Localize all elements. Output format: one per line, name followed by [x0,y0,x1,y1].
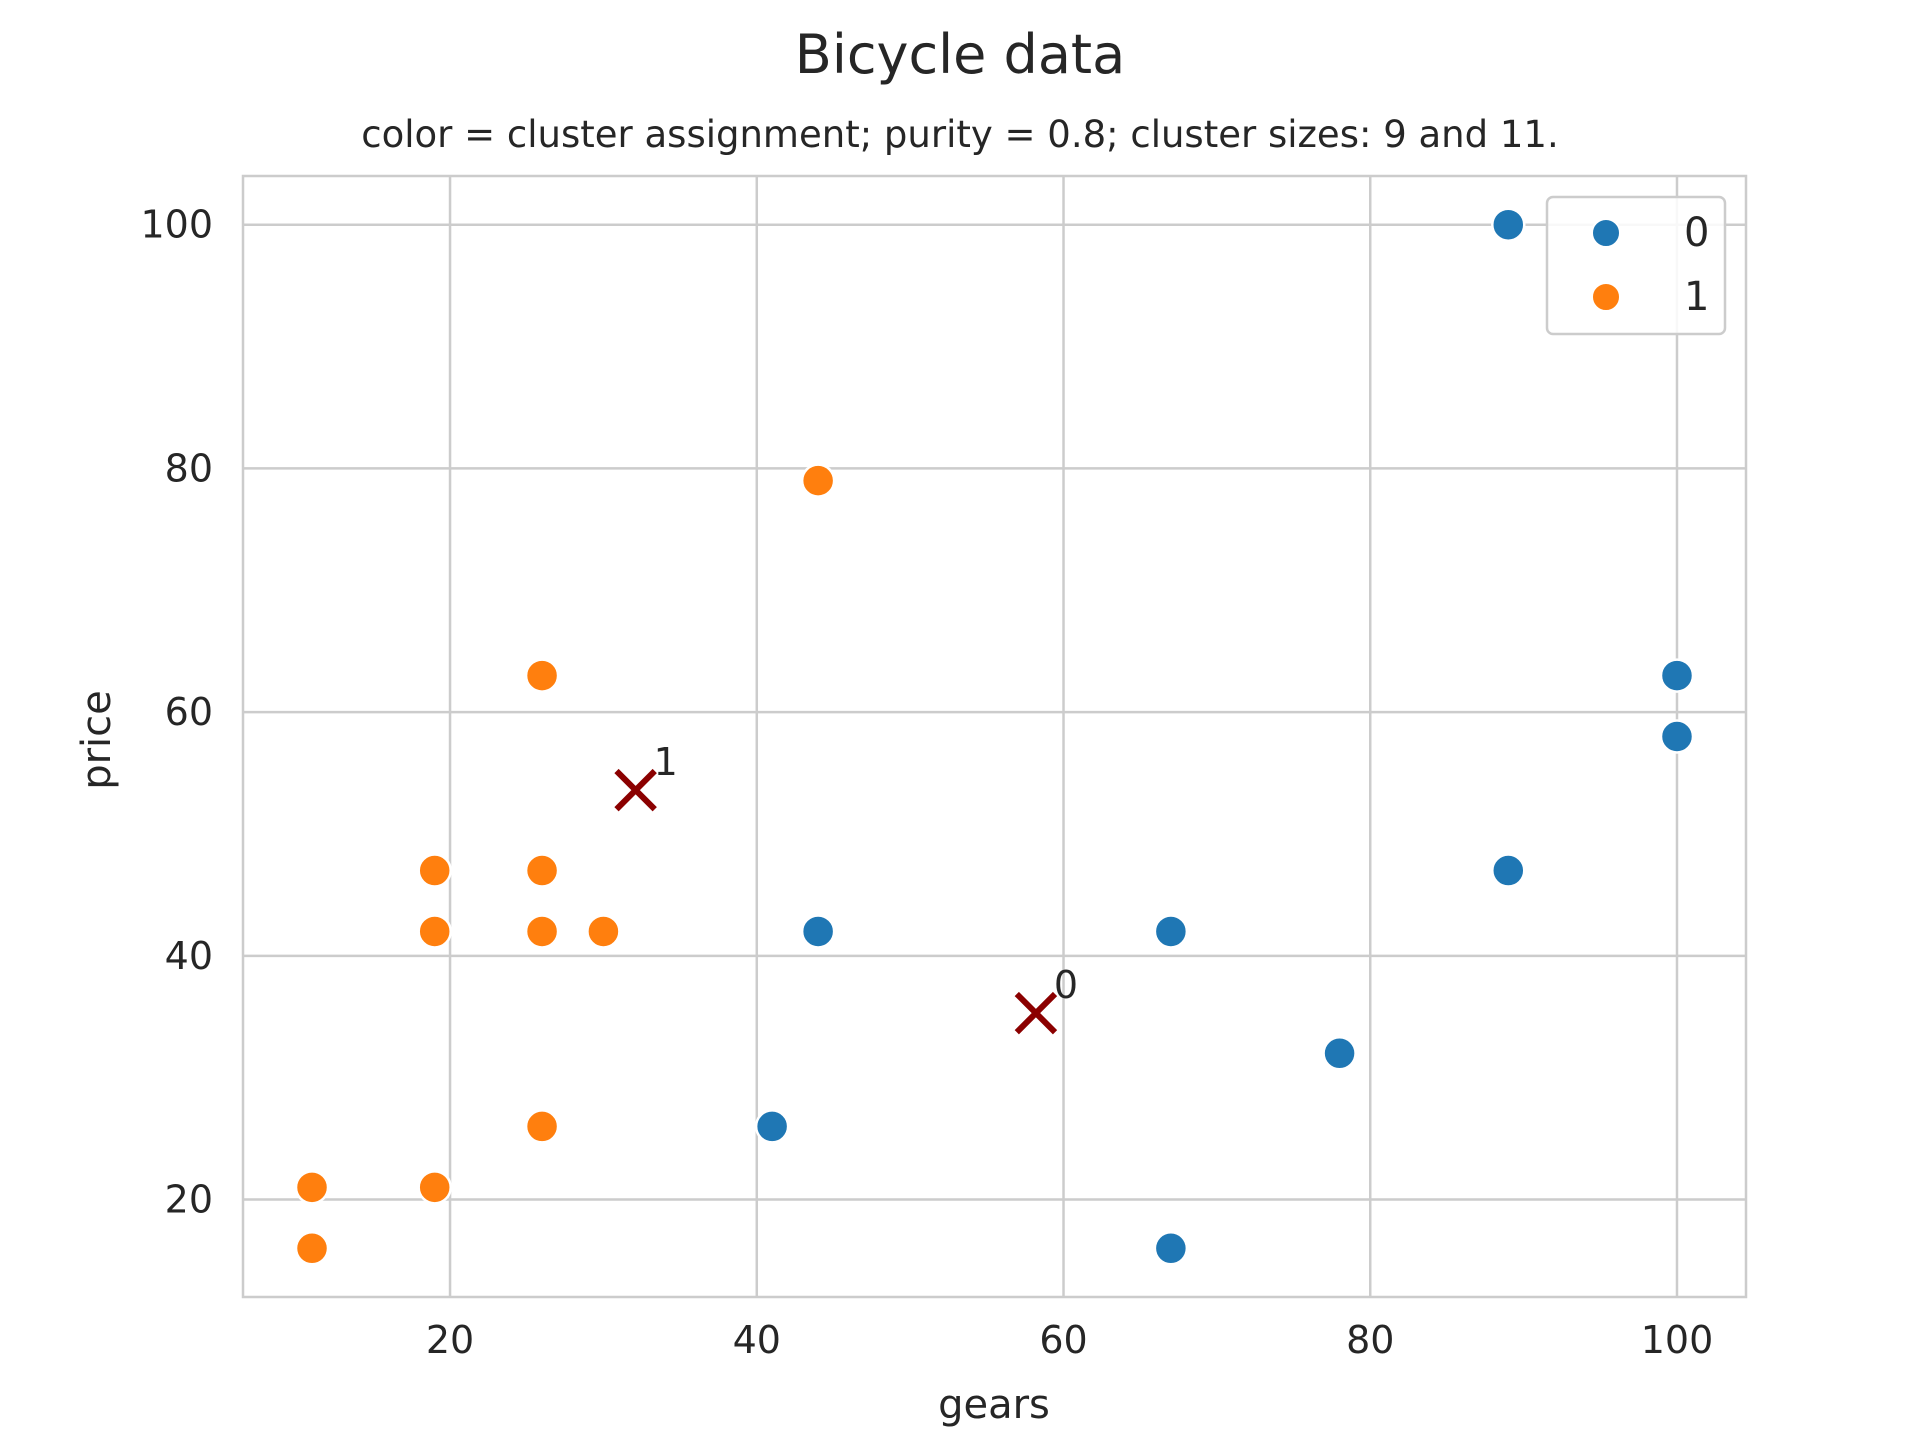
data-point-cluster-1 [294,1231,330,1266]
y-tick-label: 60 [165,690,213,734]
x-axis-label: gears [938,1382,1050,1428]
centroid-label-0: 0 [1054,963,1078,1007]
data-point-cluster-1 [524,853,560,888]
data-point-cluster-1 [417,1170,452,1205]
x-tick-label: 20 [426,1318,474,1362]
data-point-cluster-1 [524,914,560,949]
data-point-cluster-0 [1659,719,1695,754]
data-point-cluster-1 [800,463,836,498]
legend-marker-cluster-0 [1591,218,1621,248]
x-tick-label: 80 [1346,1318,1394,1362]
data-point-cluster-1 [586,914,621,949]
centroid-label-1: 1 [654,740,678,784]
data-point-cluster-0 [1322,1036,1357,1071]
y-tick-label: 40 [165,934,213,978]
grid [243,176,1746,1297]
data-point-cluster-0 [754,1109,790,1144]
data-point-cluster-0 [1491,853,1526,888]
y-tick-label: 80 [165,446,213,490]
centroid-marker-0 [1014,991,1058,1035]
x-tick-label: 100 [1641,1318,1714,1362]
y-tick-label: 20 [165,1178,213,1222]
centroids: 01 [614,740,1078,1035]
plot-frame [241,174,1748,1299]
data-point-cluster-1 [417,853,452,888]
data-point-cluster-0 [1153,914,1189,949]
data-point-cluster-0 [1491,207,1526,242]
data-point-cluster-0 [800,914,836,949]
data-point-cluster-1 [524,658,560,693]
legend-marker-cluster-1 [1591,282,1621,312]
data-point-cluster-0 [1659,658,1695,693]
centroid-marker-1 [614,768,657,812]
data-point-cluster-1 [294,1170,330,1205]
data-point-cluster-0 [1153,1231,1189,1266]
data-point-cluster-1 [524,1109,560,1144]
y-axis-label: price [74,690,120,790]
chart-subtitle: color = cluster assignment; purity = 0.8… [361,113,1558,156]
chart-title: Bicycle data [795,23,1125,86]
data-point-cluster-1 [417,914,452,949]
data-points [294,207,1695,1266]
legend-label-cluster-0: 0 [1684,210,1709,256]
legend: 0 1 [1545,195,1727,336]
legend-label-cluster-1: 1 [1684,274,1709,320]
y-tick-label: 100 [140,203,213,247]
x-tick-label: 60 [1039,1318,1087,1362]
x-tick-label: 40 [733,1318,781,1362]
